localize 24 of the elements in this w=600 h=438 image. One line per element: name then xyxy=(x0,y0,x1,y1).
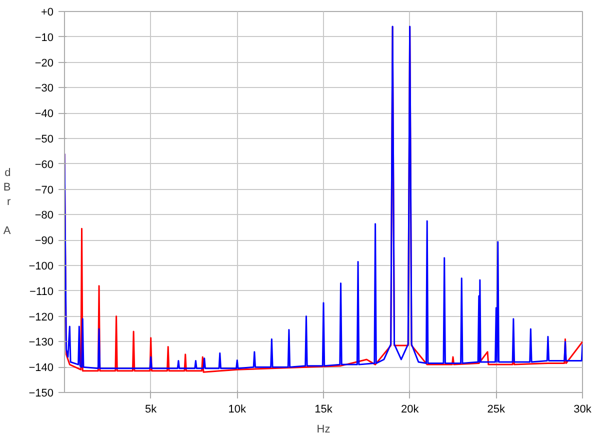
y-tick-label: −130 xyxy=(28,336,54,349)
x-tick-label: 10k xyxy=(228,404,247,416)
y-tick-label: +0 xyxy=(40,6,54,18)
y-tick-label: −20 xyxy=(34,57,54,70)
y-tick-label: −120 xyxy=(28,311,54,324)
x-tick-label: 5k xyxy=(145,404,158,416)
y-tick-label: −70 xyxy=(34,184,54,196)
x-tick-label: 15k xyxy=(314,404,333,416)
y-tick-label: −10 xyxy=(34,32,54,44)
y-tick-label: −40 xyxy=(34,108,54,120)
y-tick-label: −30 xyxy=(34,82,54,95)
text: dBr A xyxy=(3,167,11,237)
x-tick-label: 20k xyxy=(400,404,420,416)
x-tick-label: 25k xyxy=(487,404,506,416)
x-tick-label: 30k xyxy=(574,404,592,416)
y-tick-label: −110 xyxy=(30,286,54,298)
y-tick-label: −140 xyxy=(28,362,54,374)
x-axis-title: Hz xyxy=(316,424,330,436)
y-tick-label: −150 xyxy=(28,388,54,400)
y-tick-label: −50 xyxy=(34,134,54,146)
y-tick-label: −100 xyxy=(28,260,54,272)
y-tick-label: −60 xyxy=(34,158,54,171)
y-tick-label: −80 xyxy=(34,210,54,222)
y-tick-label: −90 xyxy=(34,235,54,248)
